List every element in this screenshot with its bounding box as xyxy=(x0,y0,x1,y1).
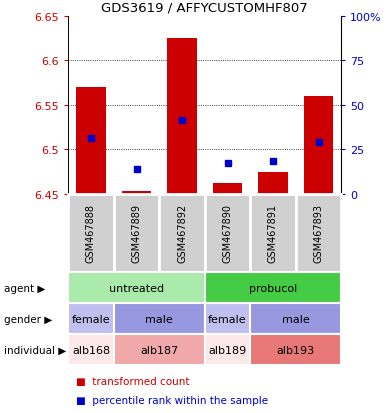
Text: alb193: alb193 xyxy=(277,345,315,355)
Text: male: male xyxy=(145,314,173,324)
Bar xyxy=(213,183,242,194)
FancyBboxPatch shape xyxy=(250,194,296,273)
FancyBboxPatch shape xyxy=(68,304,114,335)
Bar xyxy=(122,192,151,194)
Text: GSM467890: GSM467890 xyxy=(223,204,232,263)
Bar xyxy=(167,39,197,194)
Text: GSM467893: GSM467893 xyxy=(314,204,323,263)
Text: ■  transformed count: ■ transformed count xyxy=(76,376,190,386)
FancyBboxPatch shape xyxy=(250,304,341,335)
FancyBboxPatch shape xyxy=(159,194,205,273)
FancyBboxPatch shape xyxy=(68,194,114,273)
Text: female: female xyxy=(208,314,247,324)
FancyBboxPatch shape xyxy=(114,194,159,273)
Text: probucol: probucol xyxy=(249,283,297,293)
Bar xyxy=(76,88,106,194)
Title: GDS3619 / AFFYCUSTOMHF807: GDS3619 / AFFYCUSTOMHF807 xyxy=(101,1,308,14)
FancyBboxPatch shape xyxy=(250,335,341,366)
Text: untreated: untreated xyxy=(109,283,164,293)
FancyBboxPatch shape xyxy=(296,194,341,273)
FancyBboxPatch shape xyxy=(205,304,250,335)
FancyBboxPatch shape xyxy=(68,273,205,304)
FancyBboxPatch shape xyxy=(68,335,114,366)
Bar xyxy=(304,96,333,194)
FancyBboxPatch shape xyxy=(114,335,205,366)
Text: GSM467888: GSM467888 xyxy=(86,204,96,263)
FancyBboxPatch shape xyxy=(205,273,341,304)
Text: alb187: alb187 xyxy=(140,345,178,355)
Text: GSM467889: GSM467889 xyxy=(131,204,142,263)
FancyBboxPatch shape xyxy=(114,304,205,335)
Text: ■  percentile rank within the sample: ■ percentile rank within the sample xyxy=(76,395,268,405)
Text: gender ▶: gender ▶ xyxy=(4,314,52,324)
Text: female: female xyxy=(72,314,110,324)
Text: individual ▶: individual ▶ xyxy=(4,345,66,355)
Text: GSM467891: GSM467891 xyxy=(268,204,278,263)
Text: alb168: alb168 xyxy=(72,345,110,355)
FancyBboxPatch shape xyxy=(205,335,250,366)
Text: GSM467892: GSM467892 xyxy=(177,204,187,263)
Text: agent ▶: agent ▶ xyxy=(4,283,45,293)
Text: male: male xyxy=(282,314,310,324)
FancyBboxPatch shape xyxy=(205,194,250,273)
Bar xyxy=(258,173,288,194)
Text: alb189: alb189 xyxy=(208,345,246,355)
